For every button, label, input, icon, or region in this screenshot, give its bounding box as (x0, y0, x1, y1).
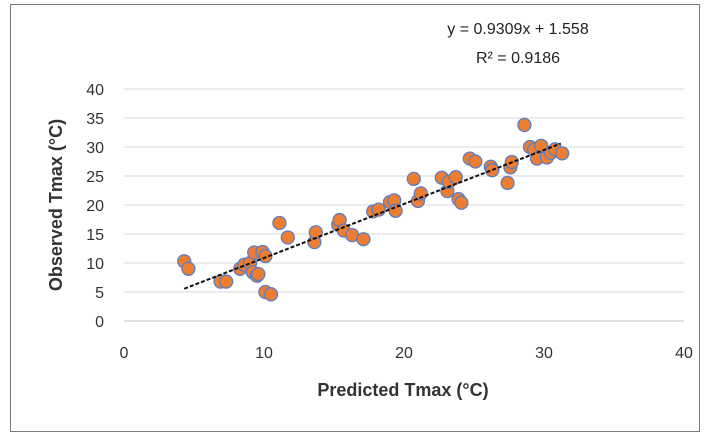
data-point (356, 232, 371, 247)
trendline-layer (183, 142, 562, 290)
y-tick-label: 40 (86, 82, 104, 99)
data-point (263, 287, 279, 302)
y-axis-title: Observed Tmax (°C) (46, 119, 66, 291)
data-points (177, 117, 570, 302)
data-point (258, 248, 273, 264)
y-tick-label: 15 (86, 227, 104, 244)
y-tick-label: 0 (95, 314, 104, 331)
r-squared-label: R² = 0.9186 (476, 50, 560, 67)
data-point (454, 195, 469, 210)
data-point (251, 266, 266, 282)
x-tick-label: 40 (675, 345, 693, 362)
y-tick-label: 10 (86, 256, 104, 273)
trendline-equation: y = 0.9309x + 1.558 (447, 21, 589, 38)
x-tick-label: 10 (255, 345, 273, 362)
data-point (555, 146, 570, 161)
data-point (371, 202, 386, 217)
y-tick-label: 25 (86, 169, 104, 186)
data-point (406, 171, 421, 187)
data-point (219, 274, 234, 289)
x-tick-label: 30 (535, 345, 553, 362)
data-point (280, 230, 295, 245)
data-point (181, 261, 196, 276)
y-tick-label: 30 (86, 140, 104, 157)
y-tick-label: 20 (86, 198, 104, 215)
data-point (272, 215, 287, 231)
data-point (413, 186, 428, 201)
y-tick-label: 5 (95, 285, 104, 302)
y-tick-label: 35 (86, 111, 104, 128)
chart-frame (10, 4, 700, 432)
x-tick-label: 0 (120, 345, 129, 362)
gridlines (124, 88, 684, 322)
data-point (468, 154, 483, 169)
x-tick-label: 20 (395, 345, 413, 362)
trendline (183, 142, 562, 290)
x-axis-title: Predicted Tmax (°C) (317, 380, 488, 400)
data-point (500, 175, 515, 191)
data-point (517, 117, 532, 133)
tick-labels: 0 5 10 15 20 25 30 35 40 0 10 20 30 40 (86, 82, 693, 362)
